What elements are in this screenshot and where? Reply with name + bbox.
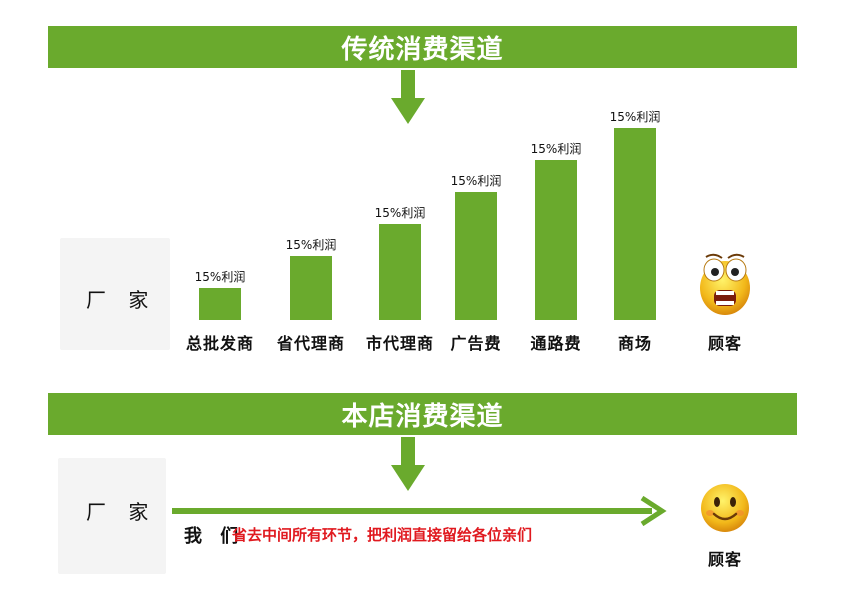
customer-label-top: 顾客 [707, 334, 742, 353]
bar-4 [455, 192, 497, 320]
factory-label-top: 厂 家 [86, 288, 157, 312]
factory-label-bottom: 厂 家 [86, 500, 157, 524]
category-label: 通路费 [530, 334, 582, 353]
bar-data-label: 15%利润 [450, 174, 502, 188]
right-arrow-icon [172, 496, 667, 526]
bar-1 [199, 288, 241, 320]
bar-data-label: 15%利润 [285, 238, 337, 252]
bar-data-label: 15%利润 [194, 270, 246, 284]
bar-data-label: 15%利润 [609, 110, 661, 124]
bar-5 [535, 160, 577, 320]
traditional-channel-banner: 传统消费渠道 [48, 26, 797, 68]
down-arrow-icon [391, 70, 425, 124]
category-label: 总批发商 [185, 334, 254, 353]
we-label: 我 们 [184, 526, 245, 547]
bar-chart [199, 128, 656, 320]
category-label: 省代理商 [276, 334, 345, 353]
factory-panel-bottom [58, 458, 166, 574]
our-store-channel-title: 本店消费渠道 [341, 401, 504, 432]
category-label: 市代理商 [365, 334, 434, 353]
traditional-channel-title: 传统消费渠道 [341, 34, 504, 65]
bar-data-label: 15%利润 [530, 142, 582, 156]
bar-data-label: 15%利润 [374, 206, 426, 220]
factory-panel-top [60, 238, 170, 350]
our-store-channel-banner: 本店消费渠道 [48, 393, 797, 435]
bar-3 [379, 224, 421, 320]
slogan-text: 省去中间所有环节，把利润直接留给各位亲们 [232, 526, 533, 544]
bar-2 [290, 256, 332, 320]
customer-label-bottom: 顾客 [707, 550, 742, 569]
smiling-face-icon [701, 484, 749, 532]
down-arrow-icon [391, 437, 425, 491]
category-label: 商场 [617, 334, 652, 353]
category-label: 广告费 [450, 334, 502, 353]
shocked-face-icon [700, 253, 750, 315]
bar-6 [614, 128, 656, 320]
